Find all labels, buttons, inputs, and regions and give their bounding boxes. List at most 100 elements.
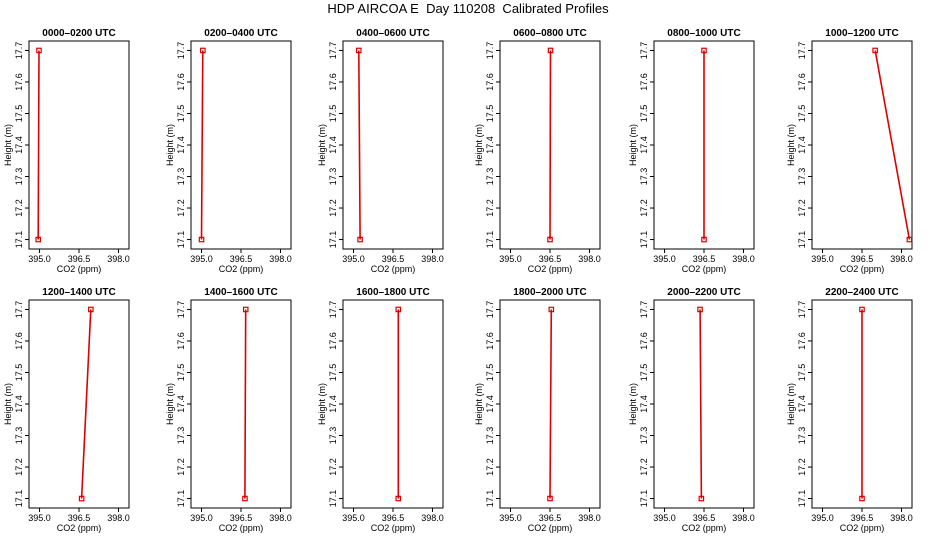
panel-title: 0000–0200 UTC [42, 28, 115, 39]
y-tick-label: 17.5 [639, 105, 649, 123]
profile-panel: 0600–0800 UTC 395.0 396.5 398.0 CO2 (ppm) 17.… [474, 28, 601, 274]
panel-title: 1200–1400 UTC [42, 287, 115, 298]
y-axis-label: Height (m) [786, 383, 796, 425]
data-point [697, 306, 703, 313]
y-tick-label: 17.1 [328, 231, 338, 249]
y-tick-label: 17.7 [176, 301, 186, 319]
y-tick-label: 17.3 [328, 427, 338, 445]
profile-panel: 1800–2000 UTC 395.0 396.5 398.0 CO2 (ppm) 17.… [474, 287, 601, 533]
y-tick-label: 17.5 [14, 105, 24, 123]
x-tick-label: 396.5 [68, 254, 91, 264]
x-axis-label: CO2 (ppm) [840, 264, 885, 274]
x-tick-label: 398.0 [269, 254, 292, 264]
x-axis-label: CO2 (ppm) [371, 523, 416, 533]
x-tick-label: 396.5 [539, 254, 562, 264]
y-tick-label: 17.3 [639, 168, 649, 186]
profile-line [699, 309, 703, 499]
data-point [88, 306, 94, 313]
y-tick-label: 17.4 [639, 395, 649, 413]
y-tick-label: 17.6 [797, 73, 807, 91]
y-tick-label: 17.6 [176, 332, 186, 350]
x-tick-label: 396.5 [693, 513, 716, 523]
y-tick-label: 17.1 [328, 490, 338, 508]
data-point [698, 495, 705, 502]
y-tick-label: 17.3 [797, 168, 807, 186]
panel-title: 1800–2000 UTC [513, 287, 586, 298]
y-tick-label: 17.1 [797, 490, 807, 508]
y-axis-label: Height (m) [3, 383, 13, 425]
x-tick-label: 396.5 [68, 513, 91, 523]
y-tick-label: 17.2 [328, 199, 338, 217]
y-axis-label: Height (m) [786, 124, 796, 166]
figure-title: HDP AIRCOA E Day 110208 Calibrated Profi… [327, 1, 609, 16]
y-tick-label: 17.1 [14, 231, 24, 249]
y-tick-label: 17.5 [176, 105, 186, 123]
x-tick-label: 395.0 [499, 513, 522, 523]
panel-title: 1000–1200 UTC [825, 28, 898, 39]
data-point [701, 47, 707, 54]
y-tick-label: 17.4 [14, 395, 24, 413]
data-point [200, 47, 206, 54]
y-tick-label: 17.1 [639, 231, 649, 249]
profile-line [80, 309, 92, 499]
y-tick-label: 17.2 [176, 199, 186, 217]
profile-panel: 2000–2200 UTC 395.0 396.5 398.0 CO2 (ppm) 17.… [628, 287, 755, 533]
x-tick-label: 395.0 [342, 254, 365, 264]
profile-panel: 1200–1400 UTC 395.0 396.5 398.0 CO2 (ppm) 17.… [3, 287, 130, 533]
x-axis-label: CO2 (ppm) [371, 264, 416, 274]
x-tick-label: 398.0 [107, 513, 130, 523]
profile-line [549, 309, 553, 499]
x-axis-label: CO2 (ppm) [682, 523, 727, 533]
y-tick-label: 17.2 [176, 458, 186, 476]
y-tick-label: 17.7 [639, 42, 649, 60]
x-tick-label: 395.0 [190, 513, 213, 523]
x-tick-label: 398.0 [578, 513, 601, 523]
y-tick-label: 17.4 [328, 395, 338, 413]
profile-panel: 0800–1000 UTC 395.0 396.5 398.0 CO2 (ppm) 17.… [628, 28, 755, 274]
x-tick-label: 398.0 [421, 513, 444, 523]
y-tick-label: 17.3 [328, 168, 338, 186]
x-tick-label: 398.0 [269, 513, 292, 523]
panel-title: 0600–0800 UTC [513, 28, 586, 39]
x-tick-label: 396.5 [382, 513, 405, 523]
x-tick-label: 398.0 [890, 513, 913, 523]
y-axis-label: Height (m) [628, 124, 638, 166]
panel-title: 2200–2400 UTC [825, 287, 898, 298]
panel-title: 0800–1000 UTC [667, 28, 740, 39]
profile-line [37, 50, 40, 240]
x-axis-label: CO2 (ppm) [682, 264, 727, 274]
data-point [548, 306, 555, 313]
plot-frame [811, 40, 913, 250]
y-tick-label: 17.1 [176, 490, 186, 508]
y-tick-label: 17.6 [639, 73, 649, 91]
y-tick-label: 17.7 [176, 42, 186, 60]
y-tick-label: 17.4 [485, 136, 495, 154]
y-tick-label: 17.5 [485, 364, 495, 382]
y-tick-label: 17.7 [797, 42, 807, 60]
y-tick-label: 17.6 [176, 73, 186, 91]
y-tick-label: 17.6 [797, 332, 807, 350]
profile-line [549, 50, 552, 240]
y-tick-label: 17.4 [328, 136, 338, 154]
profile-panel: 0200–0400 UTC 395.0 396.5 398.0 CO2 (ppm) 17.… [165, 28, 292, 274]
y-tick-label: 17.5 [639, 364, 649, 382]
y-tick-label: 17.2 [485, 199, 495, 217]
y-tick-label: 17.2 [14, 458, 24, 476]
profile-panel: 2200–2400 UTC 395.0 396.5 398.0 CO2 (ppm) 17.… [786, 287, 913, 533]
plot-frame [28, 40, 130, 250]
y-tick-label: 17.1 [485, 490, 495, 508]
data-point [357, 236, 363, 243]
panel-title: 0200–0400 UTC [204, 28, 277, 39]
y-tick-label: 17.5 [14, 364, 24, 382]
data-point [859, 495, 865, 502]
y-tick-label: 17.3 [14, 427, 24, 445]
data-point [547, 495, 553, 502]
y-tick-label: 17.2 [797, 458, 807, 476]
x-axis-label: CO2 (ppm) [528, 264, 573, 274]
y-tick-label: 17.4 [176, 395, 186, 413]
y-tick-label: 17.4 [797, 395, 807, 413]
x-tick-label: 396.5 [230, 513, 253, 523]
y-tick-label: 17.4 [639, 136, 649, 154]
plot-frame [190, 299, 292, 509]
panel-title: 2000–2200 UTC [667, 287, 740, 298]
